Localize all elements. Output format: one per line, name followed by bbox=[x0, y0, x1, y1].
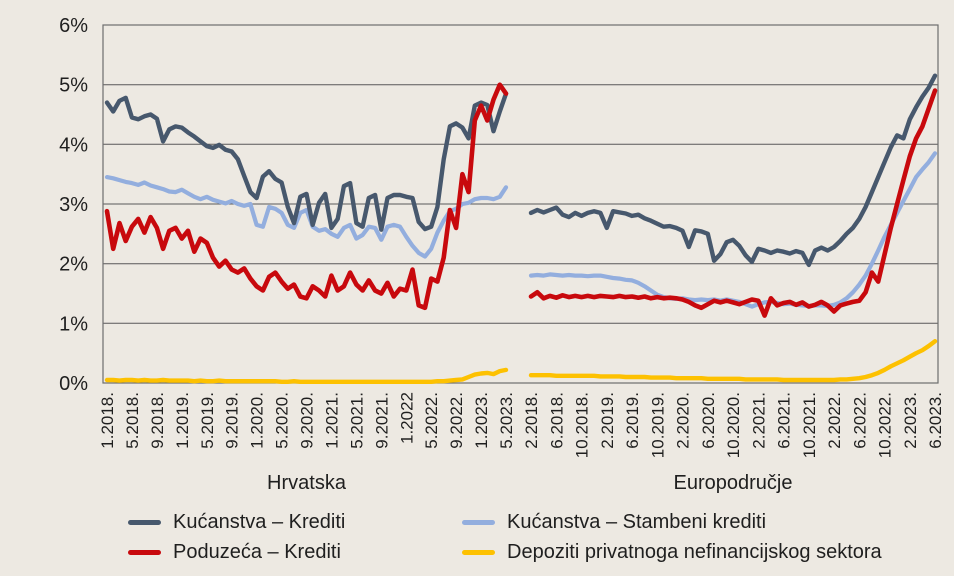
x-axis-tick-label: 10.2021. bbox=[800, 392, 819, 458]
x-axis-tick-label: 2.2018. bbox=[522, 392, 541, 449]
poduzeca-krediti-line-swatch-icon bbox=[128, 550, 161, 555]
series-line-depoziti-0 bbox=[104, 367, 509, 384]
x-axis-tick-label: 6.2022. bbox=[850, 392, 869, 449]
series-line-kucanstva-stambeni-0 bbox=[104, 175, 509, 259]
x-axis-tick-label: 5.2022. bbox=[422, 392, 441, 449]
x-axis-tick-label: 1.2023. bbox=[472, 392, 491, 449]
x-axis-tick-label: 2.2019. bbox=[598, 392, 617, 449]
legend-label-depoziti: Depoziti privatnoga nefinancijskog sekto… bbox=[507, 541, 882, 563]
x-axis-tick-label: 9.2021. bbox=[372, 392, 391, 449]
depoziti-line-swatch-icon bbox=[462, 550, 495, 555]
x-axis-tick-label: 9.2022. bbox=[447, 392, 466, 449]
x-axis-tick-label: 2.2022. bbox=[825, 392, 844, 449]
x-axis-tick-label: 10.2022. bbox=[876, 392, 895, 458]
plot-border bbox=[102, 24, 939, 384]
series-line-poduzeca-krediti-0 bbox=[104, 82, 509, 311]
kucanstva-stambeni-line-swatch-icon bbox=[462, 520, 495, 525]
x-axis-tick-label: 2.2021. bbox=[749, 392, 768, 449]
series-line-kucanstva-stambeni-1 bbox=[528, 151, 938, 309]
x-axis-tick-label: 5.2018. bbox=[123, 392, 142, 449]
legend-label-kucanstva-stambeni: Kućanstva – Stambeni krediti bbox=[507, 511, 767, 533]
x-axis-tick-label: 5.2021. bbox=[347, 392, 366, 449]
x-axis-tick-label: 1.2019. bbox=[173, 392, 192, 449]
series-line-poduzeca-krediti-1 bbox=[528, 88, 938, 318]
x-axis-tick-label: 9.2020. bbox=[298, 392, 317, 449]
series-line-kucanstva-krediti-0 bbox=[104, 91, 509, 232]
x-axis-tick-label: 6.2018. bbox=[547, 392, 566, 449]
x-axis-tick-label: 1.2021. bbox=[322, 392, 341, 449]
legend: Kućanstva – Krediti Kućanstva – Stambeni… bbox=[128, 511, 882, 564]
legend-item-kucanstva-stambeni: Kućanstva – Stambeni krediti bbox=[462, 511, 882, 534]
x-axis-tick-label: 6.2023. bbox=[926, 392, 945, 449]
series-line-kucanstva-krediti-1 bbox=[528, 73, 938, 268]
y-axis-tick-label: 2% bbox=[59, 254, 88, 276]
chart-canvas: 6% 5% 4% 3% 2% 1% 0% 1.2018. 5.2018. 9.2018. 1.201… bbox=[59, 15, 945, 494]
x-axis-tick-label: 1.2020. bbox=[248, 392, 267, 449]
x-axis-tick-label: 9.2018. bbox=[148, 392, 167, 449]
series-line-depoziti-1 bbox=[528, 339, 938, 383]
x-axis-tick-label: 5.2020. bbox=[273, 392, 292, 449]
y-axis-tick-label: 6% bbox=[59, 15, 88, 37]
legend-item-depoziti: Depoziti privatnoga nefinancijskog sekto… bbox=[462, 541, 882, 564]
y-axis-tick-label: 0% bbox=[59, 373, 88, 395]
x-axis-tick-label: 5.2023. bbox=[497, 392, 516, 449]
x-axis-tick-label: 10.2019. bbox=[648, 392, 667, 458]
x-axis-tick-label: 1.2018. bbox=[98, 392, 117, 449]
legend-label-kucanstva-krediti: Kućanstva – Krediti bbox=[173, 511, 346, 533]
legend-item-poduzeca-krediti: Poduzeća – Krediti bbox=[128, 541, 462, 564]
x-axis-tick-label: 2.2020. bbox=[674, 392, 693, 449]
x-axis-tick-label: 5.2019. bbox=[198, 392, 217, 449]
legend-item-kucanstva-krediti: Kućanstva – Krediti bbox=[128, 511, 462, 534]
kucanstva-krediti-line-swatch-icon bbox=[128, 520, 161, 525]
x-axis-tick-label: 10.2020. bbox=[724, 392, 743, 458]
x-axis-tick-label: 6.2019. bbox=[623, 392, 642, 449]
x-axis-tick-label: 9.2019. bbox=[223, 392, 242, 449]
legend-label-poduzeca-krediti: Poduzeća – Krediti bbox=[173, 541, 341, 563]
panel-label-0: Hrvatska bbox=[267, 472, 347, 494]
y-axis-tick-label: 4% bbox=[59, 134, 88, 156]
panel-label-1: Europodručje bbox=[674, 472, 793, 494]
y-axis-tick-label: 5% bbox=[59, 75, 88, 97]
x-axis-tick-label: 2.2023. bbox=[901, 392, 920, 449]
x-axis-tick-label: 6.2020. bbox=[699, 392, 718, 449]
x-axis-tick-label: 10.2018. bbox=[573, 392, 592, 458]
y-axis-tick-label: 3% bbox=[59, 194, 88, 216]
x-axis-tick-label: 1.2022 bbox=[397, 392, 416, 444]
x-axis-tick-label: 6.2021. bbox=[775, 392, 794, 449]
y-axis-tick-label: 1% bbox=[59, 313, 88, 335]
